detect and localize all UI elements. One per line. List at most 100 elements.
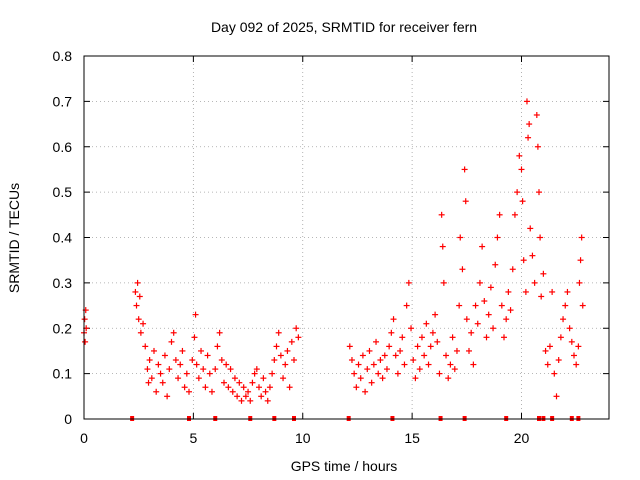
data-point — [555, 357, 562, 364]
data-point — [383, 366, 390, 373]
data-point — [503, 316, 510, 323]
data-point — [390, 316, 397, 323]
y-tick-label: 0.5 — [53, 184, 73, 200]
data-point — [247, 397, 254, 404]
data-point — [525, 134, 532, 141]
y-tick-label: 0.1 — [53, 366, 73, 382]
data-point — [526, 121, 533, 128]
data-point — [181, 384, 188, 391]
data-point — [519, 198, 526, 205]
data-point — [348, 357, 355, 364]
data-point — [132, 288, 139, 295]
data-point — [133, 302, 140, 309]
data-point — [412, 375, 419, 382]
data-point — [256, 384, 262, 391]
data-point — [191, 334, 198, 341]
data-point — [522, 288, 529, 295]
data-point — [284, 347, 291, 354]
data-point — [155, 361, 162, 368]
data-point — [436, 370, 443, 377]
data-point — [151, 347, 157, 354]
data-point — [234, 393, 241, 400]
data-point — [518, 166, 525, 173]
data-point — [253, 366, 260, 373]
data-point — [146, 357, 153, 364]
data-point — [198, 347, 205, 354]
data-point — [403, 302, 410, 309]
data-point — [425, 361, 432, 368]
data-point — [153, 388, 160, 395]
data-point — [490, 325, 497, 332]
data-point — [206, 370, 213, 377]
data-point — [511, 211, 518, 218]
data-point — [195, 375, 202, 382]
data-point — [440, 279, 447, 286]
data-point — [375, 370, 382, 377]
data-point — [439, 243, 446, 250]
data-point — [494, 234, 501, 241]
data-point — [137, 329, 144, 336]
data-point — [397, 347, 404, 354]
data-point — [405, 279, 412, 286]
data-point — [553, 393, 560, 400]
data-point — [501, 334, 507, 341]
data-point — [388, 329, 395, 336]
data-point — [507, 307, 514, 314]
data-point — [476, 279, 483, 286]
data-point — [208, 388, 215, 395]
data-point — [538, 293, 545, 300]
data-point — [140, 320, 147, 327]
data-point — [212, 366, 219, 373]
x-tick-label: 20 — [514, 430, 530, 446]
data-point — [449, 334, 456, 341]
x-tick-label: 0 — [80, 430, 88, 446]
data-point — [157, 370, 164, 377]
data-point — [432, 311, 439, 318]
data-point — [346, 343, 353, 350]
data-point — [164, 393, 171, 400]
data-point — [401, 361, 408, 368]
data-point — [134, 279, 141, 286]
data-point — [492, 261, 499, 268]
data-point — [429, 329, 436, 336]
data-point — [514, 189, 521, 196]
data-point — [520, 257, 527, 264]
data-point — [571, 352, 577, 359]
data-point — [560, 316, 567, 323]
x-tick-label: 10 — [295, 430, 311, 446]
data-point — [427, 343, 434, 350]
data-point — [447, 361, 454, 368]
data-point — [364, 366, 371, 373]
data-point — [470, 361, 477, 368]
x-axis-title: GPS time / hours — [291, 458, 398, 474]
data-point — [456, 302, 463, 309]
data-point — [366, 347, 373, 354]
data-point — [496, 211, 503, 218]
data-point — [193, 361, 200, 368]
data-point — [461, 166, 468, 173]
data-point — [271, 357, 278, 364]
data-point — [408, 325, 415, 332]
data-point — [534, 143, 541, 150]
data-point — [529, 252, 536, 259]
data-point — [238, 397, 245, 404]
data-point — [258, 393, 265, 400]
data-point — [353, 384, 360, 391]
data-point — [192, 311, 199, 318]
data-point — [223, 361, 230, 368]
data-point — [562, 302, 569, 309]
data-point — [568, 338, 575, 345]
data-point — [161, 352, 168, 359]
data-point — [551, 370, 558, 377]
data-point — [379, 375, 386, 382]
data-point — [186, 388, 192, 395]
data-point — [179, 347, 186, 354]
data-point — [293, 325, 300, 332]
data-point — [438, 211, 445, 218]
data-point — [357, 375, 364, 382]
data-point — [135, 316, 142, 323]
data-point — [377, 357, 384, 364]
data-point — [269, 370, 276, 377]
data-point — [177, 361, 184, 368]
